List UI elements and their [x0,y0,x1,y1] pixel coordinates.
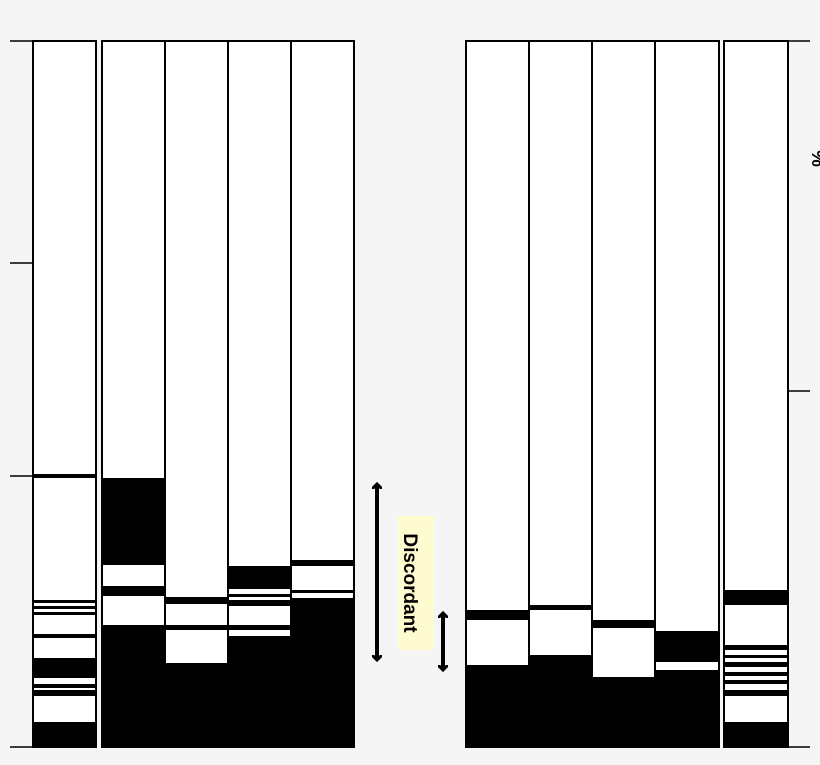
bar-band [165,663,228,747]
bar-band [592,620,655,628]
bar-band [102,625,165,747]
bar-band [33,658,96,678]
bar-band [724,655,788,658]
bar-band [291,590,354,593]
bar-column [591,40,656,748]
bar-column [164,40,229,748]
bar-band [33,690,96,696]
bar-band [228,600,291,606]
bar-column [654,40,720,748]
bar-column [465,40,530,748]
bar-band [165,597,228,604]
bar-band [33,606,96,609]
bar-column [723,40,789,748]
label-box [398,516,434,650]
bar-band [165,625,228,630]
bar-band [291,598,354,747]
bar-band [228,594,291,597]
bar-band [33,634,96,638]
bar-band [33,600,96,603]
bar-band [724,672,788,676]
axis-label: % [807,150,820,167]
bar-band [102,586,165,596]
bar-band [291,560,354,566]
bar-band [724,662,788,667]
bar-band [724,590,788,605]
bar-band [228,566,291,589]
bar-band [724,690,788,696]
bar-column [32,40,97,748]
bar-band [529,605,592,610]
bar-band [33,684,96,688]
bar-band [228,625,291,630]
bar-band [592,677,655,747]
bar-band [228,636,291,747]
bar-group [32,40,789,748]
bar-band [724,722,788,747]
right-axis [788,40,810,748]
bar-band [33,474,96,478]
bar-band [466,610,529,620]
bar-band [529,655,592,747]
annotation-label: Discordant [399,533,420,633]
bar-band [655,670,719,747]
bar-band [466,665,529,747]
bar-column [528,40,593,748]
bar-band [655,631,719,662]
bar-band [33,612,96,615]
bar-band [33,722,96,747]
bar-band [724,680,788,684]
bar-band [102,478,165,565]
bar-band [724,645,788,650]
left-axis [10,40,33,748]
